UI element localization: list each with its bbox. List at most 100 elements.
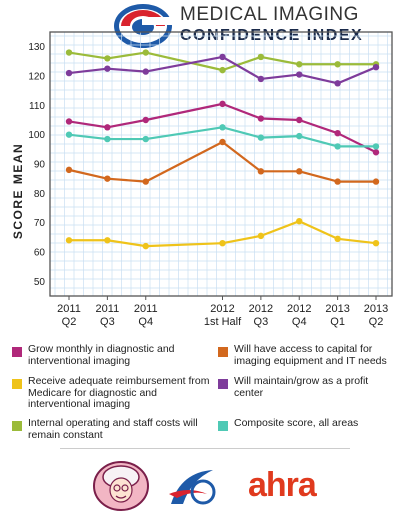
data-point bbox=[142, 116, 149, 124]
data-point bbox=[372, 143, 380, 150]
x-tick-label: Q2 bbox=[62, 316, 77, 328]
data-point bbox=[219, 100, 226, 108]
data-point bbox=[257, 75, 265, 83]
series-line-1 bbox=[68, 55, 377, 85]
legend-swatch bbox=[218, 347, 228, 357]
data-point bbox=[334, 61, 341, 68]
legend-swatch bbox=[218, 421, 228, 431]
y-axis-label: SCORE MEAN bbox=[11, 143, 25, 239]
data-point bbox=[104, 65, 111, 72]
legend-item: Grow monthly in diagnostic and intervent… bbox=[12, 343, 208, 367]
legend-item: Internal operating and staff costs will … bbox=[12, 417, 218, 441]
data-point bbox=[142, 68, 149, 75]
data-point bbox=[65, 118, 73, 125]
data-point bbox=[104, 175, 111, 182]
ahra-logo: ahra bbox=[248, 466, 317, 504]
legend-label: Composite score, all areas bbox=[234, 417, 359, 429]
y-tick-label: 50 bbox=[34, 277, 46, 288]
y-tick-label: 130 bbox=[28, 42, 45, 53]
y-tick-label: 120 bbox=[28, 72, 45, 83]
plot-frame bbox=[49, 31, 393, 297]
data-point bbox=[219, 66, 226, 74]
data-point bbox=[334, 130, 341, 137]
y-tick-label: 70 bbox=[34, 218, 46, 229]
legend-item: Will have access to capital for imaging … bbox=[218, 343, 394, 367]
data-point bbox=[296, 71, 303, 78]
data-point bbox=[219, 240, 226, 247]
series-line-2 bbox=[68, 102, 377, 154]
data-point bbox=[65, 49, 73, 56]
data-point bbox=[65, 166, 73, 174]
x-tick-label: 2012 bbox=[249, 303, 273, 315]
data-point bbox=[334, 80, 341, 87]
y-tick-label: 80 bbox=[34, 189, 46, 200]
page-title-line1: MEDICAL IMAGING bbox=[180, 4, 359, 25]
data-point bbox=[334, 235, 341, 242]
footer-logos: ahra bbox=[0, 456, 400, 516]
x-tick-label: Q4 bbox=[292, 316, 307, 328]
y-tick-label: 60 bbox=[34, 248, 46, 259]
data-point bbox=[104, 237, 111, 244]
data-point bbox=[296, 132, 303, 140]
legend-label: Will have access to capital for imaging … bbox=[234, 343, 387, 367]
data-point bbox=[372, 64, 380, 71]
x-tick-label: 2013 bbox=[364, 303, 388, 315]
data-point bbox=[334, 143, 341, 150]
series-line-0 bbox=[68, 51, 376, 72]
line-chart: 50607080901001101201302011Q22011Q32011Q4… bbox=[11, 31, 393, 328]
x-tick-label: 1st Half bbox=[204, 316, 242, 328]
x-tick-label: Q1 bbox=[330, 316, 345, 328]
x-tick-label: 2012 bbox=[287, 303, 311, 315]
legend-item: Composite score, all areas bbox=[218, 417, 394, 431]
data-point bbox=[372, 149, 380, 156]
x-tick-label: Q3 bbox=[254, 316, 269, 328]
x-tick-label: Q3 bbox=[100, 316, 115, 328]
x-tick-label: 2012 bbox=[210, 303, 234, 315]
data-point bbox=[257, 134, 265, 141]
legend-label: Will maintain/grow as a profit center bbox=[234, 375, 369, 399]
footer-divider bbox=[60, 448, 350, 449]
data-point bbox=[257, 115, 265, 122]
mic-index-logo-icon bbox=[114, 4, 172, 48]
data-point bbox=[142, 135, 149, 143]
data-point bbox=[296, 116, 303, 124]
legend-swatch bbox=[12, 347, 22, 357]
data-point bbox=[104, 55, 111, 62]
data-point bbox=[219, 124, 226, 131]
legend-label: Internal operating and staff costs will … bbox=[28, 417, 198, 441]
data-point bbox=[334, 178, 341, 185]
data-point bbox=[219, 53, 226, 61]
x-tick-label: 2011 bbox=[134, 303, 158, 315]
x-tick-label: 2011 bbox=[57, 303, 81, 315]
legend-label: Grow monthly in diagnostic and intervent… bbox=[28, 343, 175, 367]
y-tick-label: 90 bbox=[34, 160, 46, 171]
data-point bbox=[65, 131, 73, 138]
data-point bbox=[257, 53, 265, 61]
x-tick-label: Q4 bbox=[138, 316, 153, 328]
axis-labels: 50607080901001101201302011Q22011Q32011Q4… bbox=[28, 42, 388, 328]
y-tick-label: 110 bbox=[29, 101, 45, 112]
x-tick-label: Q2 bbox=[369, 316, 384, 328]
legend-swatch bbox=[12, 379, 22, 389]
swoosh-logo-icon bbox=[169, 470, 216, 505]
x-tick-label: 2011 bbox=[96, 303, 120, 315]
data-point bbox=[142, 49, 149, 56]
series-line-4 bbox=[68, 140, 376, 183]
data-point bbox=[219, 138, 226, 146]
legend-item: Will maintain/grow as a profit center bbox=[218, 375, 394, 399]
data-point bbox=[296, 61, 303, 68]
data-point bbox=[65, 237, 73, 244]
series-line-3 bbox=[68, 126, 376, 148]
data-point bbox=[257, 168, 265, 175]
header: MEDICAL IMAGING CONFIDENCE INDEX bbox=[0, 0, 400, 50]
data-point bbox=[142, 178, 149, 185]
y-tick-label: 100 bbox=[28, 130, 45, 141]
x-tick-label: 2013 bbox=[325, 303, 349, 315]
page-title-line2: CONFIDENCE INDEX bbox=[180, 27, 364, 44]
data-point bbox=[296, 168, 303, 175]
legend-swatch bbox=[12, 421, 22, 431]
series-line-5 bbox=[69, 220, 377, 248]
data-point bbox=[372, 240, 380, 247]
data-point bbox=[65, 69, 73, 77]
legend-label: Receive adequate reimbursement from Medi… bbox=[28, 375, 210, 410]
